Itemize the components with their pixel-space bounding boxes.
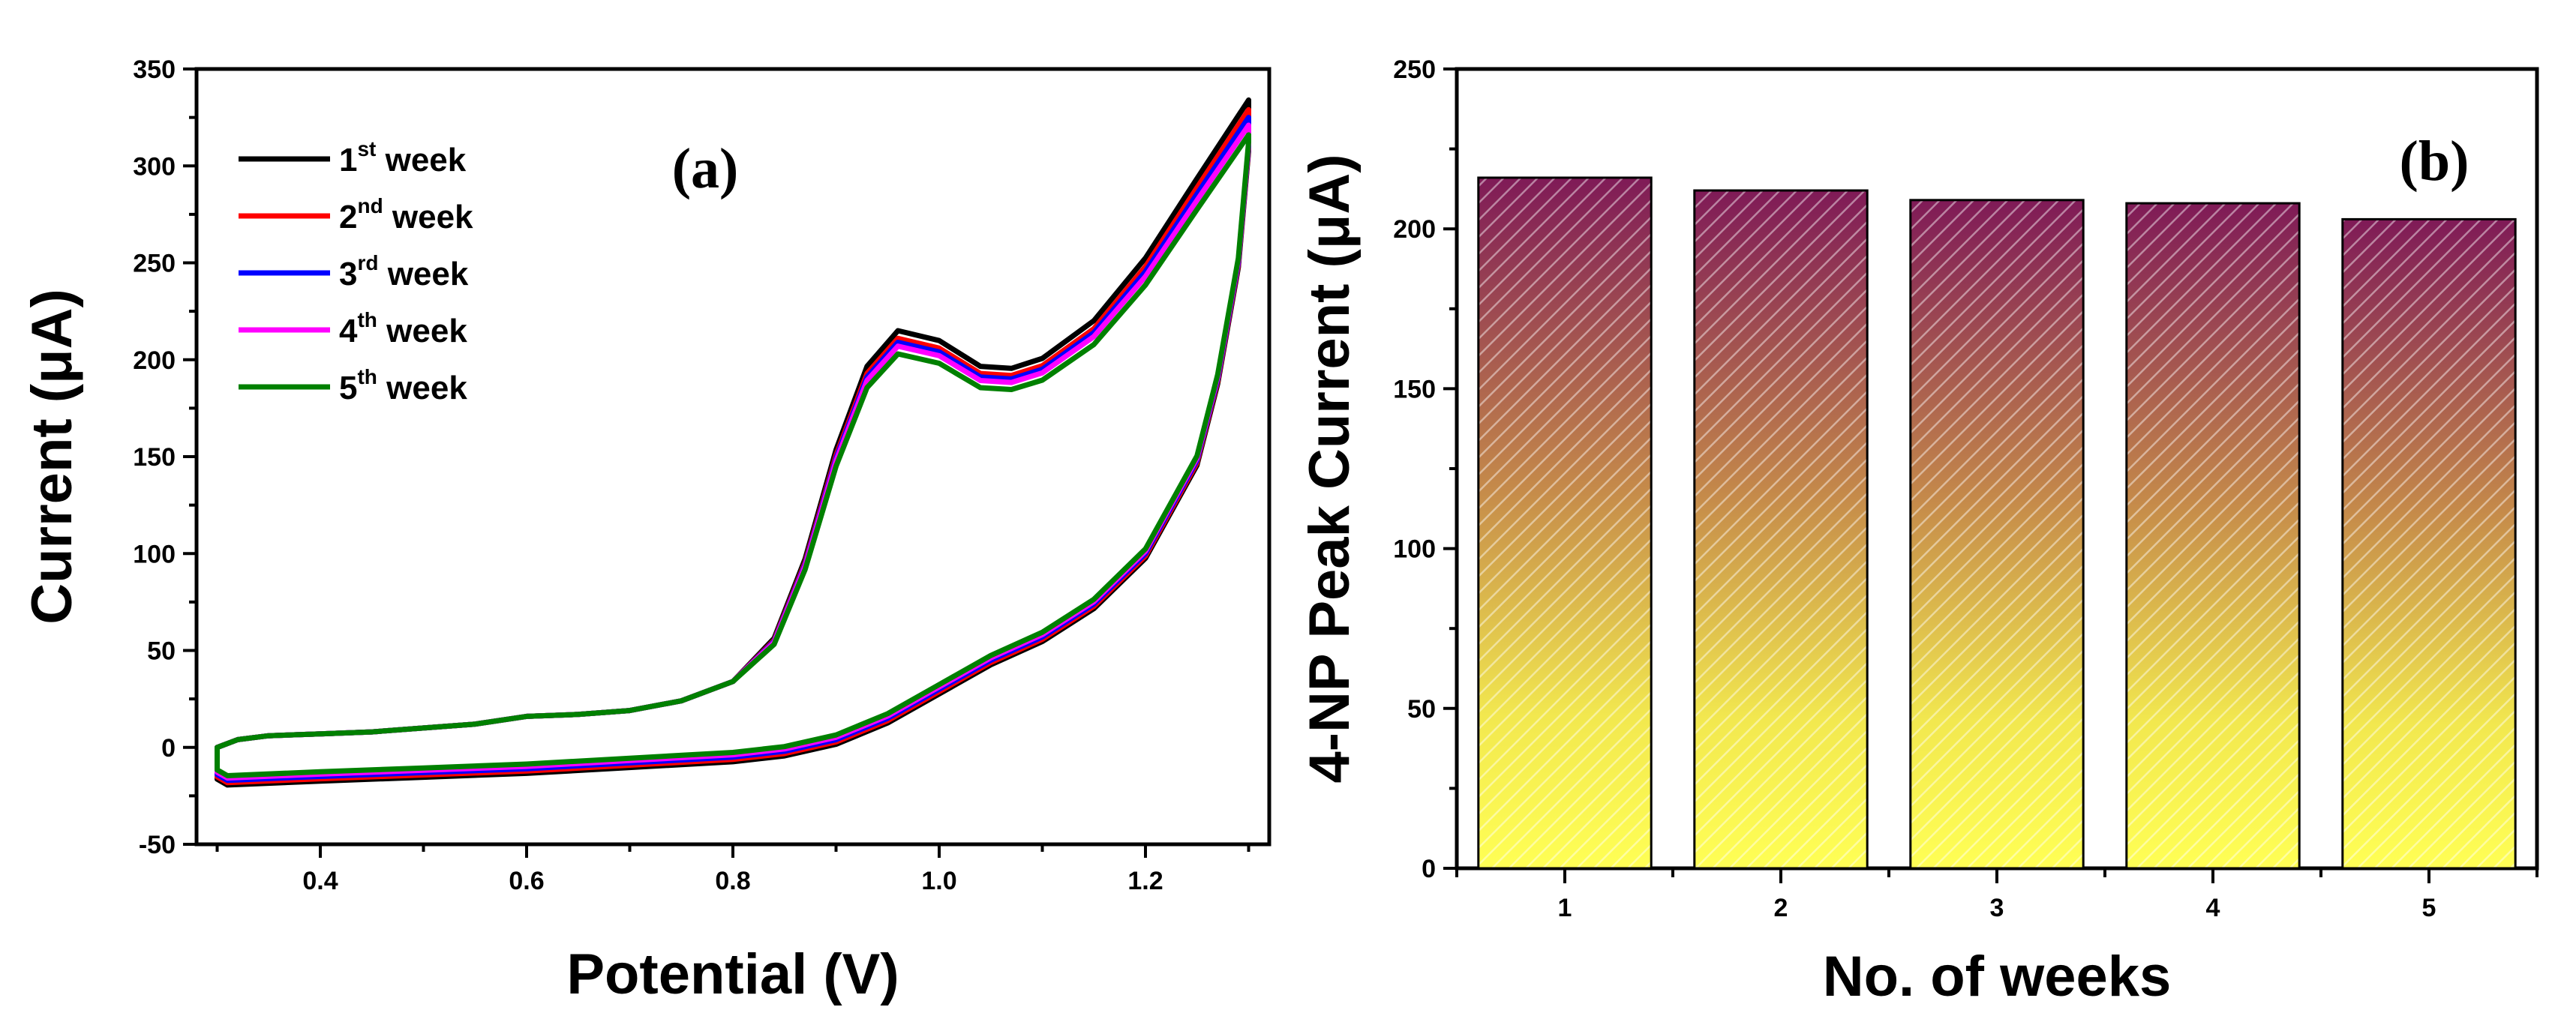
x-tick-label: 0.4 — [302, 867, 338, 895]
panel-a-cyclic-voltammogram: -50 0 50 100 150 200 250 300 350 0.4 0.6 0.8 1.0 1.2… — [20, 55, 1271, 1006]
panel-a-y-axis: -50 0 50 100 150 200 250 300 350 — [133, 55, 197, 859]
x-tick-label: 4 — [2206, 894, 2220, 922]
y-tick-label: 150 — [133, 443, 176, 472]
y-tick-label: 50 — [147, 637, 176, 666]
panel-b-bar-chart: 0 50 100 150 200 250 1 2 3 4 5 (b) No. of weeks 4… — [1298, 55, 2539, 1009]
y-tick-label: 50 — [1407, 695, 1436, 724]
panel-b-y-axis: 0 50 100 150 200 250 — [1393, 55, 1457, 883]
bar-hatch-week-5 — [2341, 217, 2517, 870]
bar-hatch-week-2 — [1693, 189, 1869, 870]
x-tick-label: 5 — [2422, 894, 2436, 922]
panel-a-x-axis-title: Potential (V) — [566, 943, 899, 1006]
y-tick-label: 0 — [161, 734, 176, 763]
panel-b-y-axis-title: 4-NP Peak Current (μA) — [1298, 154, 1362, 783]
y-tick-label: 0 — [1422, 855, 1436, 883]
cv-curve-week-5 — [215, 132, 1251, 778]
y-tick-label: 200 — [1393, 215, 1436, 244]
panel-b-x-axis-title: No. of weeks — [1823, 945, 2172, 1009]
legend-label-week-4: 4th week — [339, 308, 467, 349]
y-tick-label: 300 — [133, 152, 176, 181]
y-tick-label: -50 — [139, 831, 176, 859]
panel-a-y-axis-title: Current (μA) — [20, 289, 84, 625]
x-tick-label: 1.0 — [921, 867, 956, 895]
y-tick-label: 150 — [1393, 375, 1436, 403]
legend-label-week-3: 3rd week — [339, 251, 469, 292]
y-tick-label: 250 — [133, 250, 176, 278]
y-tick-label: 200 — [133, 346, 176, 375]
panel-a-x-axis: 0.4 0.6 0.8 1.0 1.2 — [215, 844, 1250, 895]
panel-b-bars — [1477, 176, 2517, 870]
panel-b-label: (b) — [2400, 130, 2469, 193]
panel-b-x-axis: 1 2 3 4 5 — [1455, 868, 2538, 922]
bar-hatch-week-3 — [1909, 199, 2085, 870]
panel-a-plot-frame — [194, 67, 1271, 847]
bar-hatch-week-1 — [1477, 176, 1653, 870]
y-tick-label: 100 — [1393, 535, 1436, 564]
x-tick-label: 1 — [1558, 894, 1572, 922]
y-tick-label: 350 — [133, 55, 176, 84]
legend-label-week-2: 2nd week — [339, 194, 473, 235]
x-tick-label: 3 — [1990, 894, 2004, 922]
legend-label-week-5: 5th week — [339, 365, 467, 406]
panel-a-label: (a) — [672, 137, 739, 200]
legend-label-week-1: 1st week — [339, 137, 467, 178]
panel-a-legend: 1st week 2nd week 3rd week 4th week 5th week — [239, 137, 473, 406]
x-tick-label: 0.6 — [509, 867, 544, 895]
y-tick-label: 250 — [1393, 55, 1436, 84]
x-tick-label: 2 — [1774, 894, 1788, 922]
x-tick-label: 0.8 — [715, 867, 750, 895]
panel-a-curves — [215, 97, 1251, 788]
x-tick-label: 1.2 — [1127, 867, 1163, 895]
bar-hatch-week-4 — [2125, 202, 2301, 870]
y-tick-label: 100 — [133, 540, 176, 568]
